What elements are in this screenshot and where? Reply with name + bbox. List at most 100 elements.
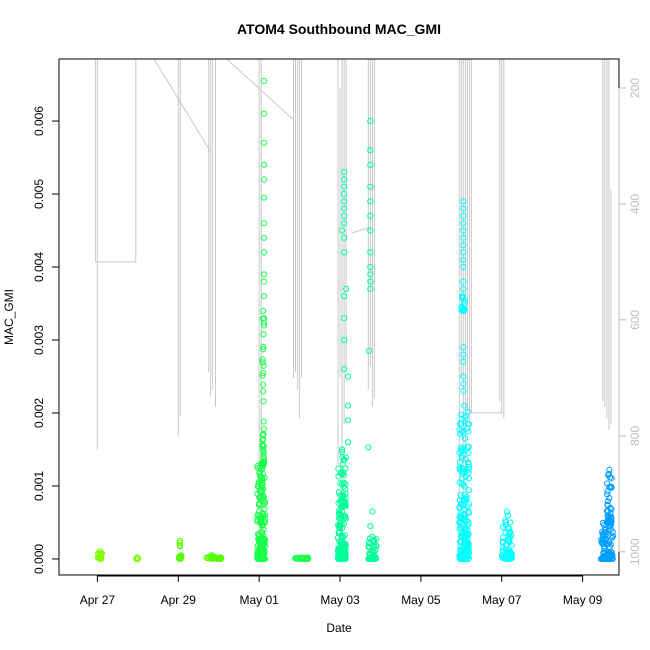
data-point [367, 198, 374, 205]
data-point [465, 466, 472, 473]
data-point [342, 541, 349, 549]
data-point [367, 212, 374, 219]
data-point [506, 528, 514, 535]
data-point [458, 524, 465, 532]
data-point [176, 555, 183, 563]
data-point [606, 466, 613, 473]
data-point [341, 176, 348, 183]
data-point [217, 555, 224, 563]
data-point [342, 546, 349, 553]
data-point [460, 285, 467, 292]
data-point [457, 543, 464, 550]
data-point [367, 249, 374, 256]
data-point [460, 242, 467, 249]
data-point [505, 537, 512, 544]
data-point [602, 535, 610, 542]
data-point [340, 521, 347, 528]
data-point [208, 552, 215, 559]
data-point [341, 366, 348, 373]
data-point [601, 549, 609, 556]
data-point [260, 234, 268, 241]
data-point [605, 527, 612, 534]
data-point [260, 110, 268, 117]
x-tick-label: Apr 27 [80, 593, 116, 607]
data-point [336, 525, 344, 532]
data-point [176, 539, 183, 547]
data-point [260, 346, 267, 353]
data-point [456, 420, 463, 427]
data-point [338, 446, 346, 453]
data-point [295, 554, 302, 561]
data-point [260, 220, 268, 227]
data-point [369, 555, 376, 563]
data-point [460, 380, 467, 387]
data-point [341, 212, 348, 219]
data-point [608, 484, 615, 491]
data-point [338, 555, 346, 563]
data-point [459, 467, 466, 474]
data-point [341, 220, 348, 227]
data-point [341, 205, 348, 212]
data-point [459, 307, 466, 314]
data-point [260, 161, 268, 168]
data-point [338, 498, 345, 505]
data-point [502, 521, 509, 528]
x-axis-label: Date [326, 621, 352, 635]
data-point [260, 293, 268, 300]
y-tick-label: 0.002 [32, 398, 46, 428]
data-point [260, 343, 267, 350]
data-point [335, 473, 342, 480]
data-point [459, 293, 466, 300]
data-point [456, 479, 463, 486]
data-point [255, 501, 263, 508]
data-point [457, 430, 464, 437]
data-point [261, 500, 268, 507]
data-point [258, 555, 265, 563]
data-point [367, 523, 374, 530]
data-point [338, 227, 346, 234]
data-point [304, 554, 311, 561]
y-axis-label: MAC_GMI [2, 289, 16, 345]
data-point [460, 198, 467, 205]
data-point [260, 278, 268, 285]
data-point [608, 519, 615, 526]
data-point [254, 552, 261, 559]
data-point [338, 547, 345, 555]
data-point [345, 417, 352, 424]
y-tick-label: 0.003 [32, 325, 46, 355]
data-point [259, 372, 266, 379]
data-point [260, 425, 267, 433]
data-point [365, 539, 372, 546]
data-point [341, 169, 348, 176]
data-point [177, 552, 184, 559]
data-point [260, 486, 267, 493]
data-point [134, 555, 141, 563]
data-point [301, 554, 308, 562]
data-point [499, 547, 506, 555]
data-point [260, 271, 268, 278]
data-point [260, 435, 267, 442]
data-point [257, 494, 264, 501]
chart-title: ATOM4 Southbound MAC_GMI [237, 21, 441, 37]
data-point [458, 455, 465, 462]
data-point [259, 356, 266, 363]
data-point [260, 307, 267, 314]
data-point [505, 512, 512, 519]
data-point [260, 501, 267, 508]
y-tick-label: 0.005 [32, 179, 46, 209]
y-tick-label: 0.006 [32, 106, 46, 136]
data-point [260, 194, 268, 201]
x-tick-label: Apr 29 [161, 593, 197, 607]
data-point [460, 373, 467, 380]
data-point [456, 503, 463, 510]
data-point [345, 373, 352, 380]
data-point [259, 359, 266, 366]
data-point [460, 524, 467, 531]
data-point [500, 534, 507, 541]
data-point [341, 198, 348, 205]
data-point [365, 444, 372, 451]
data-point [259, 432, 267, 439]
data-point [336, 512, 343, 519]
x-tick-label: May 05 [401, 593, 441, 607]
data-point [260, 77, 268, 85]
